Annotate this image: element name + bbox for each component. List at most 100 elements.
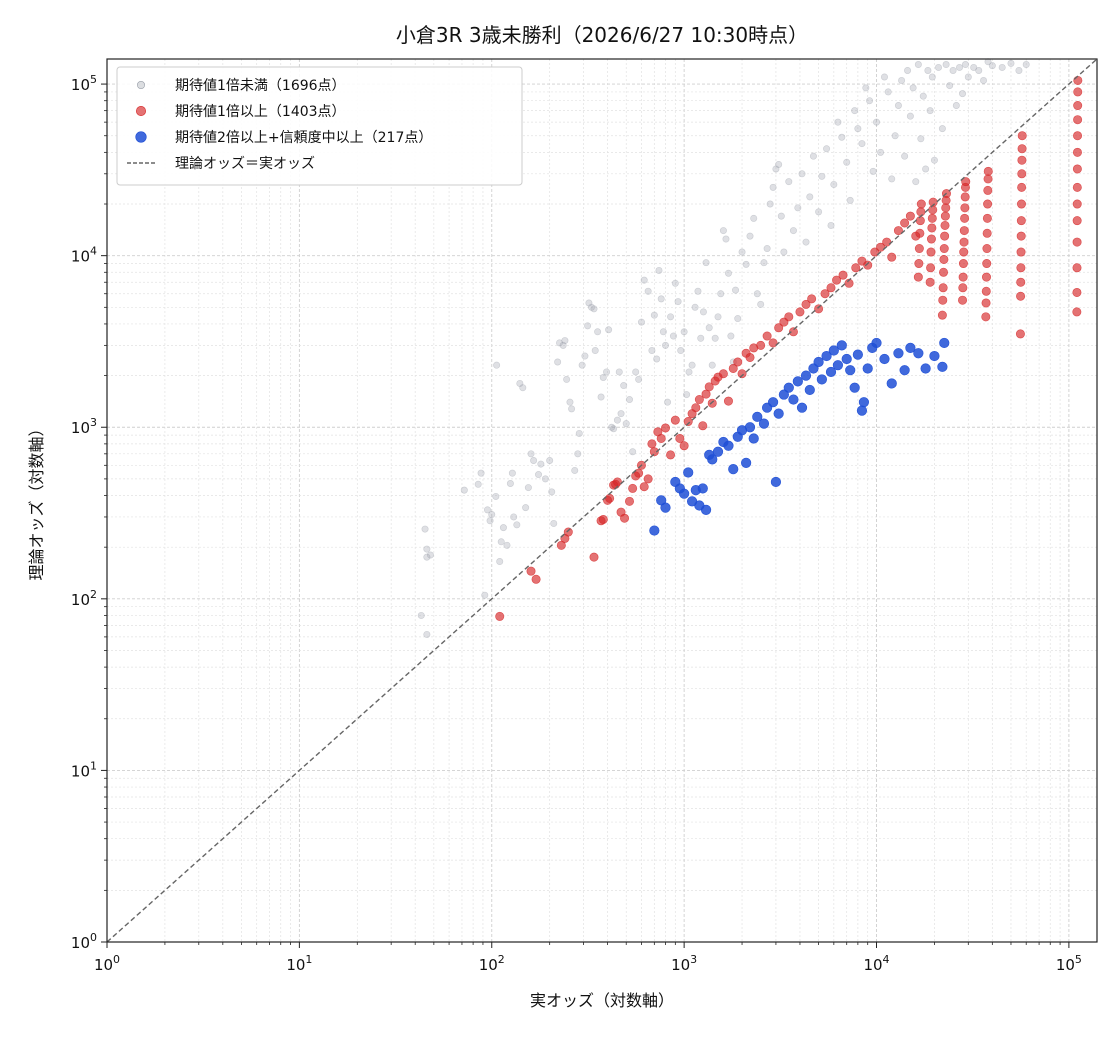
x-tick-exp: 5 [1075,953,1082,966]
data-point [426,551,434,559]
data-point [982,228,992,238]
data-point [474,480,482,488]
data-point [863,260,873,270]
y-tick-exp: 0 [90,931,97,944]
data-point [937,310,947,320]
data-point [581,352,589,360]
data-point [496,558,504,566]
y-tick-label: 101 [71,759,97,780]
data-point [970,63,978,71]
data-point [1007,59,1015,67]
data-point [916,199,926,209]
data-point [788,394,799,405]
data-point [981,298,991,308]
x-tick-label: 100 [94,953,120,974]
data-point [660,502,671,513]
data-point [774,323,784,333]
data-point [1073,115,1083,125]
legend: 期待値1倍未満（1696点） 期待値1倍以上（1403点） 期待値2倍以上+信頼度中… [116,66,523,186]
data-point [1073,75,1083,85]
data-point [637,318,645,326]
data-point [915,216,925,226]
data-point [873,118,881,126]
data-point [841,353,852,365]
data-point [852,349,863,360]
data-point [603,368,611,376]
data-point [711,334,719,342]
reference-line-layer [106,58,1098,943]
data-point [758,418,770,429]
data-point [717,290,725,298]
y-tick-label: 100 [71,931,97,952]
data-point [832,275,842,285]
data-point [804,384,815,396]
data-point [775,160,783,168]
data-point [1017,131,1027,141]
data-point [778,389,789,400]
data-point [858,397,870,408]
data-point [961,61,969,69]
y-tick-label: 104 [71,245,97,266]
data-point [649,525,660,536]
x-tick-base: 10 [479,956,498,974]
data-point [983,174,993,184]
data-point [961,177,971,187]
data-point [846,196,854,204]
data-point [746,232,754,240]
data-point [871,337,882,349]
data-point [925,277,935,287]
x-tick-base: 10 [1056,956,1075,974]
data-point [960,192,970,202]
data-point [683,391,691,399]
data-point [828,345,839,356]
data-point [983,199,993,209]
data-point [952,102,960,110]
data-point [499,524,507,532]
data-point [1017,144,1027,154]
data-point [983,166,993,176]
data-point [605,493,615,503]
data-point [958,259,968,269]
data-point [762,331,772,341]
x-axis-title: 実オッズ（対数軸） [530,991,674,1010]
data-point [700,504,712,515]
data-point [632,368,640,376]
data-point [559,341,567,349]
data-point [941,203,951,213]
data-point [838,133,846,141]
legend-label: 期待値1倍未満（1696点） [175,78,346,94]
y-tick-base: 10 [71,762,90,780]
data-point [724,269,732,277]
x-tick-exp: 1 [305,953,312,966]
data-point [629,448,637,456]
data-point [959,226,969,236]
legend-marker [135,131,147,143]
data-point [912,178,920,186]
data-point [1015,66,1023,74]
data-point [796,402,808,413]
plot-frame [106,58,1098,943]
data-point [825,366,837,378]
data-point [901,152,909,160]
data-point [920,363,931,374]
data-point [919,92,927,100]
y-tick-exp: 3 [90,416,97,429]
data-point [640,276,648,284]
data-point [884,88,892,96]
data-point [660,423,670,433]
data-point [783,382,794,393]
data-point [982,259,992,269]
data-point [887,252,897,262]
data-point [656,433,666,443]
data-point [959,90,967,98]
data-point [615,368,623,376]
y-tick-label: 105 [71,73,97,94]
data-point [723,440,734,451]
data-point [738,248,746,256]
data-point [522,504,530,512]
y-tick-exp: 5 [90,73,97,86]
data-point [733,357,743,367]
data-point [913,348,924,359]
data-point [789,227,797,235]
